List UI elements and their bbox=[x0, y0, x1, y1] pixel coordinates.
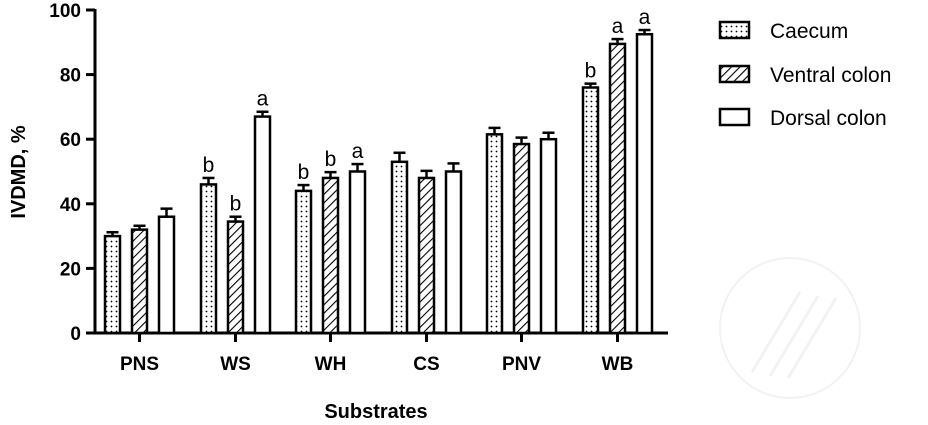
significance-letter: a bbox=[639, 6, 651, 29]
significance-letter: b bbox=[203, 154, 215, 177]
significance-letter: b bbox=[298, 161, 310, 184]
x-tick-label: PNV bbox=[502, 354, 541, 375]
y-tick-label: 0 bbox=[70, 324, 81, 345]
x-tick-label: CS bbox=[413, 354, 439, 375]
y-tick-label: 80 bbox=[60, 66, 81, 87]
bar-dorsal-colon bbox=[635, 32, 654, 335]
legend-label: Caecum bbox=[770, 20, 848, 43]
significance-letter: b bbox=[585, 60, 597, 83]
y-tick-label: 60 bbox=[60, 130, 81, 151]
legend-swatch-dorsal-colon bbox=[718, 107, 751, 127]
bar-dorsal-colon bbox=[253, 115, 272, 335]
axes: 0 20 40 60 80 100 PNS WS WH CS PNV WB bbox=[49, 1, 668, 375]
bar-caecum bbox=[103, 234, 122, 335]
x-tick-label: WH bbox=[315, 354, 347, 375]
bar-ventral-colon bbox=[130, 228, 149, 335]
significance-letter: a bbox=[352, 140, 364, 163]
bar-caecum bbox=[199, 183, 218, 335]
legend-label: Dorsal colon bbox=[770, 107, 887, 130]
legend-swatch-caecum bbox=[718, 20, 751, 40]
x-tick-label: WB bbox=[602, 354, 634, 375]
bar-ventral-colon bbox=[321, 176, 340, 335]
significance-letter: a bbox=[612, 15, 624, 38]
legend-swatch-ventral-colon bbox=[718, 64, 751, 84]
y-axis-title: IVDMD, % bbox=[8, 125, 30, 219]
y-tick-label: 100 bbox=[49, 1, 81, 22]
bar-caecum bbox=[390, 160, 409, 335]
y-tick-label: 20 bbox=[60, 259, 81, 280]
significance-letter: b bbox=[325, 148, 337, 171]
legend: Caecum Ventral colon Dorsal colon bbox=[718, 20, 891, 130]
x-tick-label: WS bbox=[220, 354, 251, 375]
bar-ventral-colon bbox=[417, 176, 436, 335]
bar-dorsal-colon bbox=[444, 170, 463, 335]
bar-caecum bbox=[485, 133, 504, 335]
bar-dorsal-colon bbox=[539, 137, 558, 335]
x-axis-title: Substrates bbox=[324, 401, 427, 423]
bar-ventral-colon bbox=[226, 220, 245, 335]
significance-letter: b bbox=[230, 193, 242, 216]
bar-dorsal-colon bbox=[348, 170, 367, 335]
significance-letter: a bbox=[257, 88, 269, 111]
bar-ventral-colon bbox=[608, 42, 627, 335]
y-tick-label: 40 bbox=[60, 195, 81, 216]
bar-dorsal-colon bbox=[157, 215, 176, 335]
bar-caecum bbox=[294, 189, 313, 335]
bar-ventral-colon bbox=[512, 142, 531, 335]
x-tick-label: PNS bbox=[120, 354, 159, 375]
bar-caecum bbox=[581, 86, 600, 335]
watermark-logo bbox=[719, 257, 861, 399]
legend-label: Ventral colon bbox=[770, 64, 891, 87]
